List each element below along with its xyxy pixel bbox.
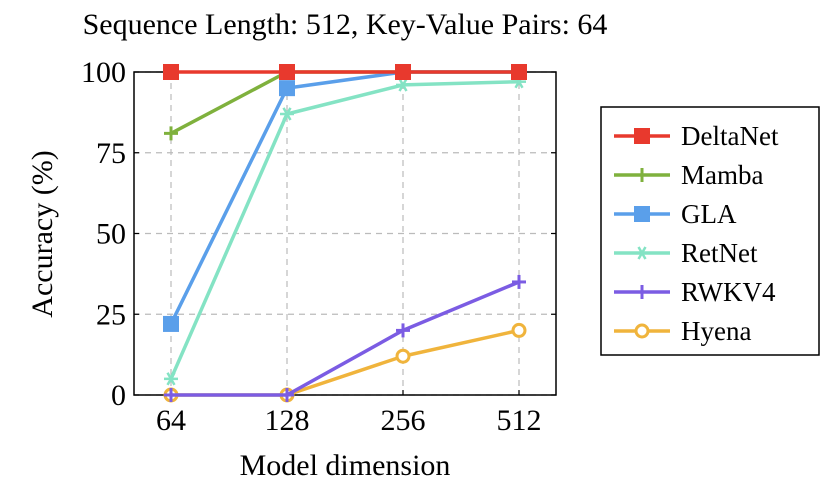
data-point-deltanet xyxy=(279,64,295,80)
legend-label-hyena: Hyena xyxy=(681,316,751,346)
legend-label-retnet: RetNet xyxy=(681,238,758,268)
x-axis-label: Model dimension xyxy=(240,449,451,482)
legend-label-deltanet: DeltaNet xyxy=(681,121,779,151)
legend-entry-deltanet: DeltaNet xyxy=(614,121,779,151)
series-line-rwkv4 xyxy=(171,280,520,397)
data-point-retnet xyxy=(280,107,294,121)
series-line-retnet xyxy=(169,79,520,380)
series-gla xyxy=(163,64,527,332)
chart-title: Sequence Length: 512, Key-Value Pairs: 6… xyxy=(83,8,608,41)
legend-marker-retnet xyxy=(635,246,649,260)
data-point-deltanet xyxy=(163,64,179,80)
series-deltanet xyxy=(163,64,527,80)
x-tick-label: 64 xyxy=(156,404,186,437)
legend-label-gla: GLA xyxy=(681,199,737,229)
data-point-rwkv4 xyxy=(396,323,410,338)
data-point-retnet xyxy=(164,372,178,386)
y-tick-label: 50 xyxy=(96,218,126,251)
legend-marker-rwkv4 xyxy=(635,285,649,299)
legend-marker-deltanet xyxy=(634,128,650,144)
legend-entry-retnet: RetNet xyxy=(614,238,758,268)
data-point-mamba xyxy=(164,126,178,141)
marker-stroke xyxy=(166,372,176,386)
marker-stroke xyxy=(637,246,647,260)
legend-entry-hyena: Hyena xyxy=(614,316,751,346)
x-tick-label: 128 xyxy=(265,404,310,437)
legend-label-rwkv4: RWKV4 xyxy=(681,277,776,307)
series-group xyxy=(163,64,527,403)
series-mamba xyxy=(164,65,526,141)
y-tick-label: 75 xyxy=(96,137,126,170)
legend-entry-rwkv4: RWKV4 xyxy=(614,277,776,307)
y-tick-label: 100 xyxy=(81,56,126,89)
series-rwkv4 xyxy=(164,274,526,402)
legend-marker-gla xyxy=(634,206,650,222)
y-tick-label: 25 xyxy=(96,298,126,331)
legend-label-mamba: Mamba xyxy=(681,160,763,190)
data-point-gla xyxy=(163,315,179,332)
data-point-hyena xyxy=(395,348,411,364)
y-axis-ticks: 0 25 50 75 100 xyxy=(81,56,556,412)
data-point-retnet xyxy=(396,78,410,92)
y-axis-label: Accuracy (%) xyxy=(26,150,59,317)
x-axis-ticks: 64 128 256 512 xyxy=(156,72,542,437)
data-point-deltanet xyxy=(511,64,527,80)
legend-marker-mamba xyxy=(635,168,649,182)
series-line-gla xyxy=(169,70,519,325)
marker-stroke xyxy=(398,78,408,92)
marker-stroke xyxy=(282,107,292,121)
legend-box xyxy=(600,106,820,356)
y-tick-label: 0 xyxy=(111,379,126,412)
data-point-gla xyxy=(279,80,295,97)
data-point-rwkv4 xyxy=(164,388,178,402)
legend-entry-gla: GLA xyxy=(614,199,737,229)
legend-marker-hyena xyxy=(634,323,650,339)
legend: DeltaNet Mamba GLA RetNet RWKV4 Hyena xyxy=(600,106,820,356)
x-tick-label: 256 xyxy=(381,404,426,437)
series-retnet xyxy=(164,75,526,386)
data-point-hyena xyxy=(511,322,527,338)
data-point-rwkv4 xyxy=(512,274,526,289)
data-point-deltanet xyxy=(395,64,411,80)
legend-entry-mamba: Mamba xyxy=(614,160,763,190)
data-point-rwkv4 xyxy=(280,388,294,402)
x-tick-label: 512 xyxy=(497,404,542,437)
